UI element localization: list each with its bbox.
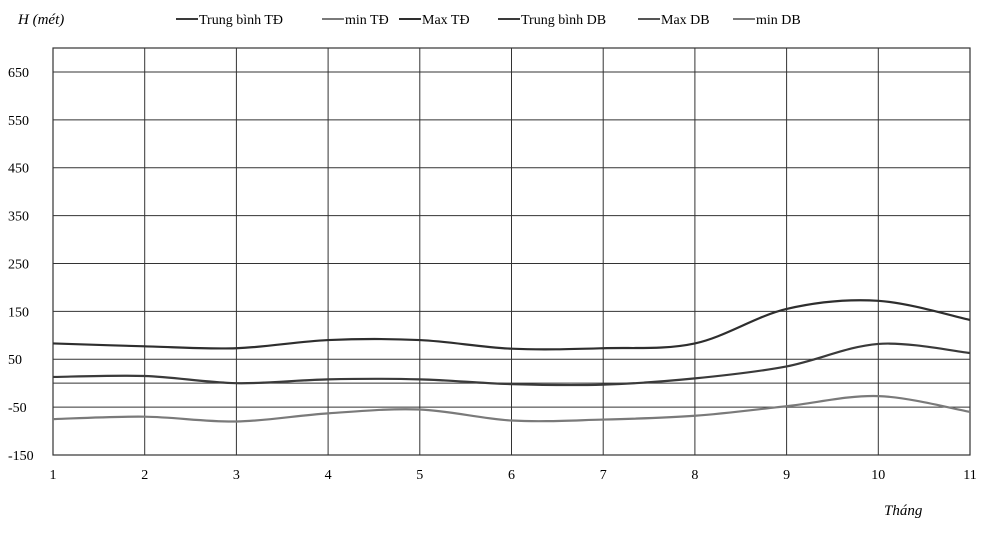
- x-tick-label: 10: [871, 468, 885, 483]
- y-tick-label: 50: [8, 353, 22, 368]
- legend-label: min TĐ: [345, 13, 389, 28]
- legend-label: min DB: [756, 13, 801, 28]
- x-tick-label: 11: [963, 468, 976, 483]
- x-tick-label: 3: [233, 468, 240, 483]
- x-tick-label: 2: [141, 468, 148, 483]
- series-line-1: [52, 394, 971, 423]
- x-tick-label: 7: [600, 468, 607, 483]
- x-tick-label: 9: [783, 468, 790, 483]
- y-tick-label: 650: [8, 66, 29, 81]
- legend: Trung bình TĐ min TĐ Max TĐ Trung bình DB Ma…: [176, 13, 801, 28]
- x-tick-label: 1: [50, 468, 57, 483]
- grid: [52, 47, 971, 456]
- legend-label: Max DB: [661, 13, 710, 28]
- series-line-0: [52, 342, 971, 387]
- x-axis-label: Tháng: [884, 503, 923, 519]
- y-tick-label: 250: [8, 257, 29, 272]
- y-axis-label: H (mét): [17, 12, 64, 28]
- y-tick-label: -50: [8, 401, 27, 416]
- x-tick-label: 6: [508, 468, 515, 483]
- y-tick-labels: 650 550 450 350 250 150 50 -50 -150: [8, 66, 34, 464]
- series-lines: [52, 299, 971, 423]
- legend-label: Max TĐ: [422, 13, 470, 28]
- x-tick-label: 4: [325, 468, 332, 483]
- legend-label: Trung bình DB: [521, 13, 606, 28]
- legend-label: Trung bình TĐ: [199, 13, 283, 28]
- y-tick-label: 550: [8, 114, 29, 129]
- x-tick-labels: 1 2 3 4 5 6 7 8 9 10 11: [50, 468, 977, 483]
- x-tick-label: 5: [416, 468, 423, 483]
- series-line-2: [52, 299, 971, 351]
- y-tick-label: -150: [8, 449, 34, 464]
- y-tick-label: 450: [8, 162, 29, 177]
- x-tick-label: 8: [691, 468, 698, 483]
- y-tick-label: 150: [8, 305, 29, 320]
- y-tick-label: 350: [8, 210, 29, 225]
